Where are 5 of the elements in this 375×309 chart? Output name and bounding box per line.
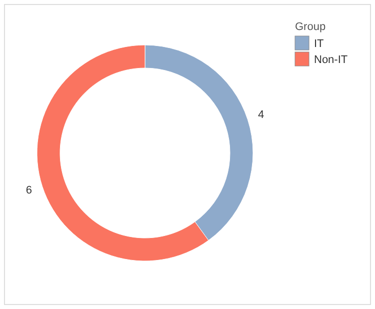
legend-label: Non-IT	[314, 54, 348, 66]
legend-title: Group	[295, 21, 326, 33]
data-label: 6	[26, 184, 32, 197]
legend-label: IT	[314, 38, 324, 50]
data-label: 4	[258, 109, 264, 122]
